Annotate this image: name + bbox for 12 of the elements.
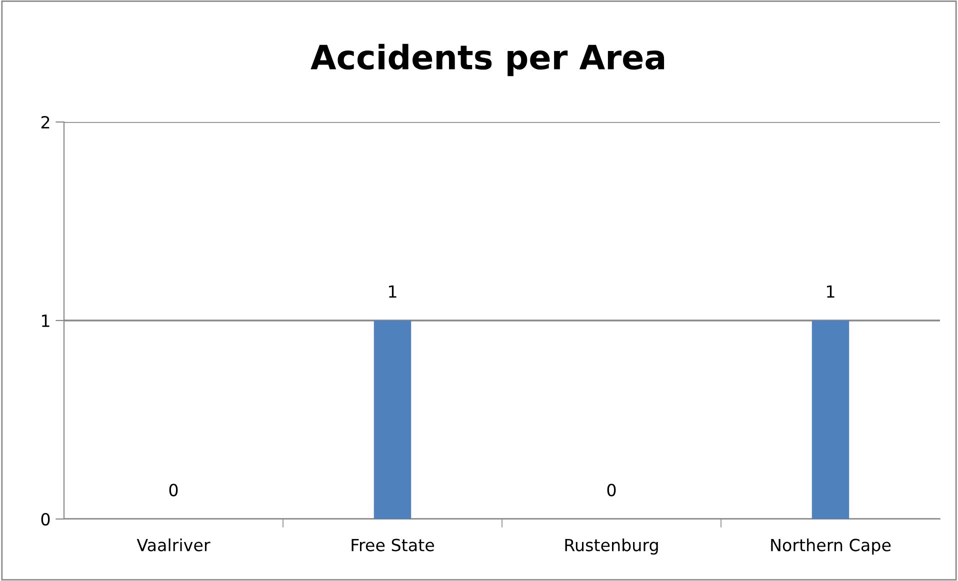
y-tick-label: 1 (42, 314, 50, 327)
y-tick-label: 2 (41, 116, 50, 128)
x-tick-label: Free State (352, 538, 434, 552)
data-label: 1 (389, 285, 396, 298)
x-tick-label: Vaalriver (136, 538, 210, 552)
x-tick-label: Northern Cape (771, 538, 891, 555)
chart-title: Accidents per Area (310, 44, 664, 76)
y-tick-label: 0 (41, 512, 50, 526)
data-label: 1 (827, 285, 834, 298)
x-tick-label: Rustenburg (565, 538, 658, 555)
data-label: 0 (607, 484, 616, 496)
data-label: 0 (169, 484, 178, 496)
